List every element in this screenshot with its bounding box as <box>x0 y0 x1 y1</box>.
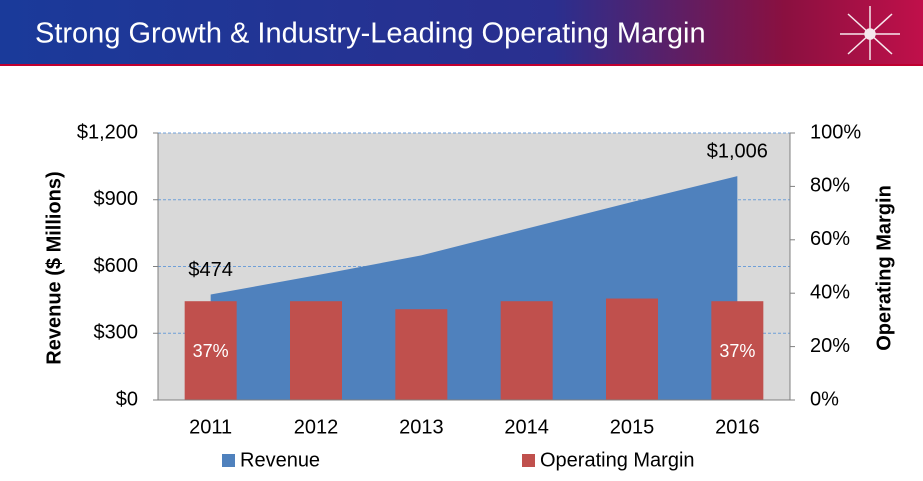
x-tick-label: 2014 <box>504 416 549 438</box>
data-label: 37% <box>719 341 755 361</box>
y2-tick-label: 100% <box>810 121 861 143</box>
y2-tick-label: 80% <box>810 175 850 197</box>
bar <box>500 301 553 400</box>
bar <box>290 301 342 400</box>
legend-label: Revenue <box>240 449 320 471</box>
y-tick-label: $600 <box>94 255 139 277</box>
title-banner <box>0 0 923 64</box>
y2-tick-label: 20% <box>810 335 850 357</box>
bar <box>711 301 764 400</box>
legend-swatch <box>522 454 535 467</box>
y-tick-label: $1,200 <box>77 121 138 143</box>
bar <box>606 298 658 400</box>
bar <box>395 309 448 400</box>
y2-tick-label: 40% <box>810 281 850 303</box>
data-label: $1,006 <box>707 140 768 162</box>
legend-swatch <box>222 454 235 467</box>
y-tick-label: $900 <box>94 188 139 210</box>
x-tick-label: 2012 <box>294 416 339 438</box>
x-tick-label: 2015 <box>610 416 655 438</box>
y2-axis-title: Operating Margin <box>873 185 895 351</box>
y-axis-title: Revenue ($ Millions) <box>43 171 65 364</box>
y-tick-label: $0 <box>116 388 138 410</box>
x-tick-label: 2013 <box>399 416 444 438</box>
revenue-area <box>210 176 738 400</box>
legend-label: Operating Margin <box>540 449 695 471</box>
data-label: 37% <box>193 341 229 361</box>
x-tick-label: 2016 <box>715 416 760 438</box>
y2-tick-label: 60% <box>810 228 850 250</box>
y-tick-label: $300 <box>94 322 139 344</box>
banner-star <box>840 6 900 60</box>
chart-title: Strong Growth & Industry-Leading Operati… <box>35 18 706 50</box>
bar <box>184 301 237 400</box>
x-tick-label: 2011 <box>189 416 232 438</box>
data-label: $474 <box>188 259 233 281</box>
y2-tick-label: 0% <box>810 388 839 410</box>
